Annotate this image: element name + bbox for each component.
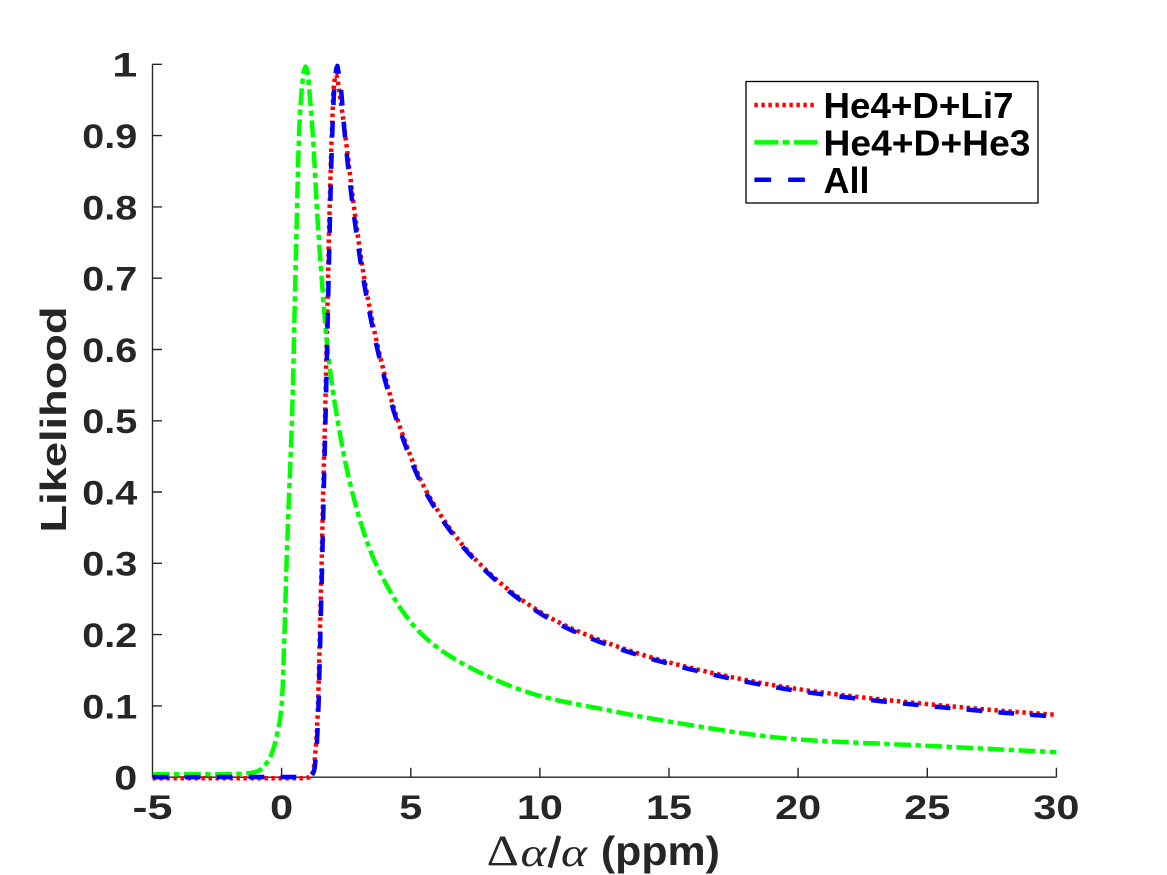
svg-text:10: 10: [517, 789, 563, 827]
svg-text:20: 20: [775, 789, 821, 827]
svg-text:All: All: [824, 160, 870, 201]
svg-text:0.9: 0.9: [82, 118, 137, 156]
svg-text:5: 5: [399, 789, 422, 827]
svg-text:0.6: 0.6: [82, 332, 137, 370]
svg-text:He4+D+He3: He4+D+He3: [824, 123, 1031, 164]
svg-text:0.2: 0.2: [82, 617, 137, 655]
svg-text:0.3: 0.3: [82, 546, 137, 584]
svg-text:0.7: 0.7: [82, 261, 137, 299]
svg-text:0: 0: [270, 789, 293, 827]
svg-text:25: 25: [904, 789, 950, 827]
svg-text:0.4: 0.4: [82, 474, 137, 512]
svg-text:1: 1: [112, 47, 137, 85]
svg-text:Likelihood: Likelihood: [33, 307, 74, 533]
svg-text:15: 15: [646, 789, 692, 827]
svg-text:α: α: [521, 830, 548, 875]
svg-text:30: 30: [1033, 789, 1079, 827]
svg-text:He4+D+Li7: He4+D+Li7: [824, 85, 1014, 126]
svg-text:0.8: 0.8: [82, 189, 137, 227]
svg-text:α: α: [561, 830, 588, 875]
svg-text:0: 0: [114, 760, 137, 798]
svg-text:-5: -5: [133, 789, 173, 827]
svg-text:0.1: 0.1: [82, 688, 137, 726]
svg-text:0.5: 0.5: [82, 403, 137, 441]
svg-text:Δ: Δ: [487, 828, 519, 875]
svg-text:(ppm): (ppm): [601, 828, 720, 874]
